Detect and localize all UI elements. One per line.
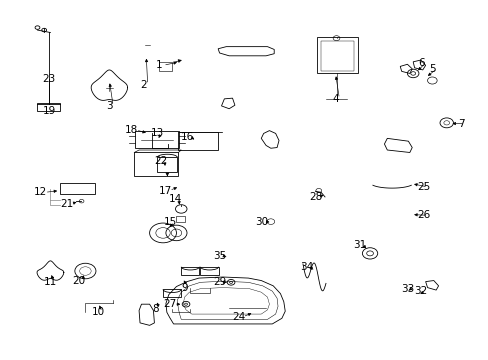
Text: 19: 19 (42, 106, 56, 116)
Text: 15: 15 (163, 217, 177, 227)
Text: 31: 31 (352, 240, 366, 250)
Text: 30: 30 (254, 217, 267, 227)
Text: 26: 26 (417, 210, 430, 220)
Bar (159, 62, 171, 71)
Text: 23: 23 (42, 75, 56, 85)
Text: 17: 17 (159, 186, 172, 195)
Text: 28: 28 (308, 192, 322, 202)
Text: 32: 32 (413, 286, 427, 296)
Text: 3: 3 (106, 101, 112, 111)
Text: 24: 24 (232, 312, 245, 322)
Text: 22: 22 (154, 156, 167, 166)
Bar (200, 267, 218, 275)
Text: 21: 21 (61, 199, 74, 209)
Bar (321, 41, 353, 71)
Text: 14: 14 (168, 194, 181, 204)
Bar (181, 267, 199, 275)
Bar (134, 153, 178, 176)
Text: 27: 27 (163, 299, 177, 309)
Bar (60, 183, 94, 194)
Text: 35: 35 (212, 251, 226, 261)
Text: 10: 10 (92, 307, 105, 317)
Text: 2: 2 (140, 80, 147, 90)
Text: 34: 34 (300, 262, 313, 273)
Bar (163, 289, 181, 297)
Text: 20: 20 (72, 275, 85, 285)
Text: 12: 12 (34, 187, 47, 197)
Text: 4: 4 (331, 94, 338, 104)
Bar (38, 103, 61, 111)
Text: 7: 7 (457, 118, 464, 129)
Text: 11: 11 (44, 277, 57, 287)
Bar (176, 216, 184, 222)
Text: 1: 1 (156, 60, 162, 70)
Text: 13: 13 (150, 129, 163, 139)
Text: 29: 29 (212, 277, 226, 287)
Text: 8: 8 (152, 304, 159, 314)
Text: 16: 16 (180, 132, 193, 142)
Text: 5: 5 (428, 64, 435, 74)
Bar (178, 132, 217, 150)
Text: 9: 9 (181, 283, 187, 293)
Bar (317, 37, 357, 73)
Bar (135, 131, 179, 148)
Text: 33: 33 (400, 284, 413, 294)
Text: 6: 6 (418, 58, 424, 68)
Text: 18: 18 (125, 125, 138, 135)
Text: 25: 25 (417, 182, 430, 192)
Bar (157, 157, 177, 172)
